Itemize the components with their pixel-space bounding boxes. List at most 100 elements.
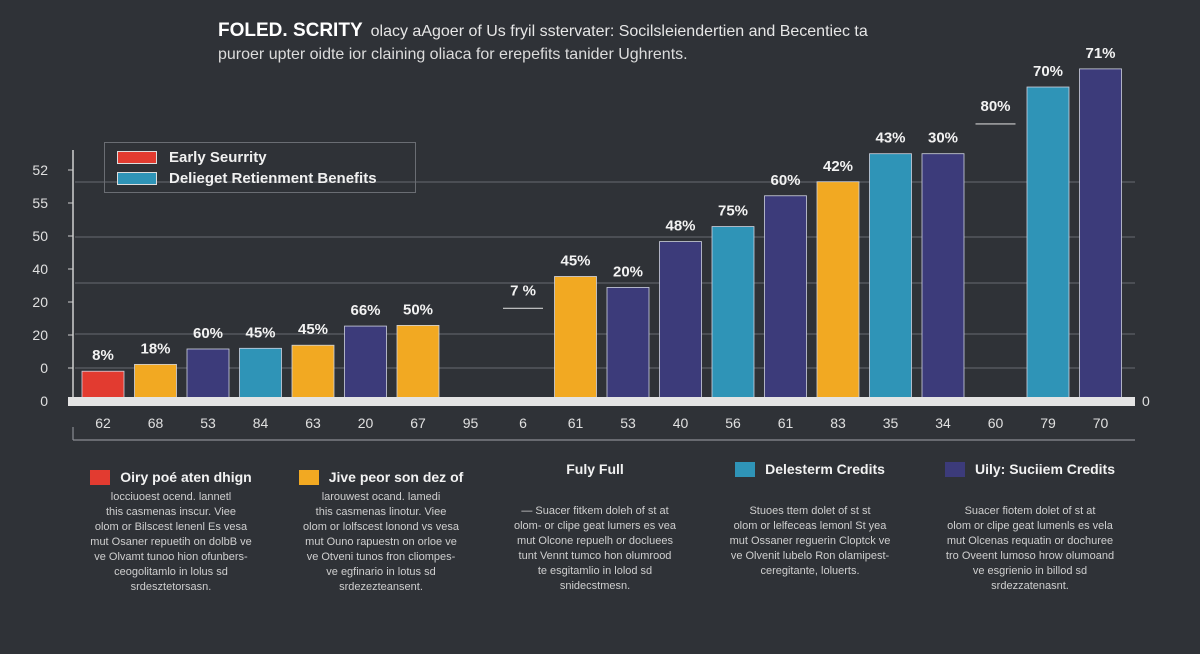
legend: Early Seurrity Delieget Retienment Benef…	[104, 142, 416, 193]
y-tick-label: 50	[32, 228, 48, 244]
legend-swatch-red	[117, 151, 157, 164]
y-tick-label: 20	[32, 327, 48, 343]
note-line: ceregitante, loluerts.	[760, 565, 860, 577]
note-block: Fuly Full — Suacer fitkem doleh of st at o…	[470, 462, 720, 594]
note-block: Uily: Suciiem Credits Suacer fiotem dolet…	[920, 462, 1140, 594]
note-line: mut Ossaner reguerin Cloptck ve	[729, 535, 891, 547]
data-label: 20%	[613, 263, 643, 280]
x-tick-label: 61	[568, 415, 584, 431]
note-line: mut Osaner repuetih on dolbB ve	[90, 536, 252, 548]
bar	[816, 181, 860, 403]
note-line: olom- or clipe geat lumers es vea	[513, 520, 676, 532]
note-line: olom or lelfeceas lemonl St yea	[733, 520, 887, 532]
baseline	[68, 397, 1135, 406]
note-line: ve Olvamt tunoo hion ofunbers-	[94, 551, 248, 563]
x-tick-label: 68	[148, 415, 164, 431]
right-tick-label: 0	[1142, 393, 1150, 409]
bar	[869, 153, 912, 403]
note-title: Delesterm Credits	[700, 462, 920, 477]
y-tick-label: 20	[32, 294, 48, 310]
bar	[291, 344, 335, 403]
note-title: Fuly Full	[566, 461, 624, 477]
data-label: 71%	[1085, 45, 1115, 62]
bar	[764, 195, 807, 403]
note-line: larouwest ocand. lamedi	[321, 491, 441, 503]
note-line: ve Otveni tunos fron cliompes-	[306, 551, 456, 563]
x-tick-label: 40	[673, 415, 689, 431]
y-tick-label: 52	[32, 162, 48, 178]
note-block: Jive peor son dez of larouwest ocand. lam…	[272, 470, 490, 595]
data-label: 45%	[560, 252, 590, 269]
note-line: this casmenas linotur. Viee	[315, 506, 447, 518]
note-line: ceogolitamlo in lolus sd	[114, 566, 228, 578]
note-line: ve esgrienio in billod sd	[972, 565, 1088, 577]
x-tick-label: 70	[1093, 415, 1109, 431]
data-label: 70%	[1033, 63, 1063, 80]
note-block: Oiry poé aten dhign locciuoest ocend. lan…	[62, 470, 280, 595]
note-title: Jive peor son dez of	[272, 470, 490, 485]
y-tick-label: 0	[40, 360, 48, 376]
data-label: 45%	[298, 321, 328, 338]
note-line: srdezezteansent.	[339, 581, 423, 593]
chart-title: FOLED. SCRITY olacy aAgoer of Us fryil ss…	[218, 20, 868, 41]
note-line: tro Oveent lumoso hrow olumoand	[945, 550, 1115, 562]
data-label: 43%	[875, 130, 905, 147]
note-line: ve Olvenit lubelo Ron olamipest-	[730, 550, 890, 562]
note-line: — Suacer fitkem doleh of st at	[521, 505, 669, 517]
x-tick-label: 84	[253, 415, 269, 431]
bar	[1026, 86, 1070, 403]
note-line: olom or clipe geat lumenls es vela	[947, 520, 1113, 532]
x-tick-label: 83	[830, 415, 846, 431]
data-label: 42%	[823, 158, 853, 175]
y-tick-label: 40	[32, 261, 48, 277]
chart-subtitle: puroer upter oidte ior claining oliaca f…	[218, 46, 688, 63]
note-line: mut Olcone repuelh or docluees	[517, 535, 673, 547]
data-label: 60%	[193, 325, 223, 342]
x-tick-label: 61	[778, 415, 794, 431]
note-swatch	[90, 470, 111, 485]
x-tick-label: 95	[463, 415, 479, 431]
x-tick-label: 6	[519, 415, 527, 431]
note-line: ve egfinario in lotus sd	[326, 566, 436, 578]
note-line: locciuoest ocend. lannetl	[110, 491, 232, 503]
note-line: srdesztetorsasn.	[130, 581, 212, 593]
note-title: Uily: Suciiem Credits	[920, 462, 1140, 477]
data-label: 50%	[403, 301, 433, 318]
x-tick-label: 53	[200, 415, 216, 431]
note-block: Delesterm Credits Stuoes ttem dolet of st…	[700, 462, 920, 579]
x-tick-label: 63	[305, 415, 321, 431]
note-line: tunt Vennt tumco hon olumrood	[518, 550, 672, 562]
note-swatch	[944, 462, 965, 477]
bar	[344, 325, 387, 403]
x-tick-label: 67	[410, 415, 426, 431]
note-line: snidecstmesn.	[559, 580, 631, 592]
data-label: 18%	[140, 340, 170, 357]
data-label: 30%	[928, 130, 958, 147]
x-tick-label: 34	[935, 415, 951, 431]
note-swatch	[735, 462, 756, 477]
data-label: 75%	[718, 203, 748, 220]
bar	[711, 226, 755, 403]
bar	[186, 348, 230, 403]
data-label: 7 %	[510, 282, 536, 299]
note-line: mut Ouno rapuestn on orloe ve	[305, 536, 457, 548]
data-label: 48%	[665, 218, 695, 235]
x-tick-label: 60	[988, 415, 1004, 431]
x-tick-label: 53	[620, 415, 636, 431]
note-swatch	[298, 470, 319, 485]
note-line: Suacer fiotem dolet of st at	[964, 505, 1096, 517]
note-title: Oiry poé aten dhign	[62, 470, 280, 485]
data-label: 66%	[350, 302, 380, 319]
data-label: 80%	[980, 98, 1010, 115]
note-line: this casmenas inscur. Viee	[105, 506, 237, 518]
bar	[606, 287, 650, 403]
legend-swatch-teal	[117, 172, 157, 185]
note-line: olom or lolfscest lonond vs vesa	[303, 521, 459, 533]
x-tick-label: 62	[95, 415, 111, 431]
y-tick-label: 0	[40, 393, 48, 409]
x-tick-label: 35	[883, 415, 899, 431]
legend-item-early: Early Seurrity	[117, 149, 267, 166]
bar	[1079, 68, 1122, 403]
bar	[659, 241, 702, 403]
